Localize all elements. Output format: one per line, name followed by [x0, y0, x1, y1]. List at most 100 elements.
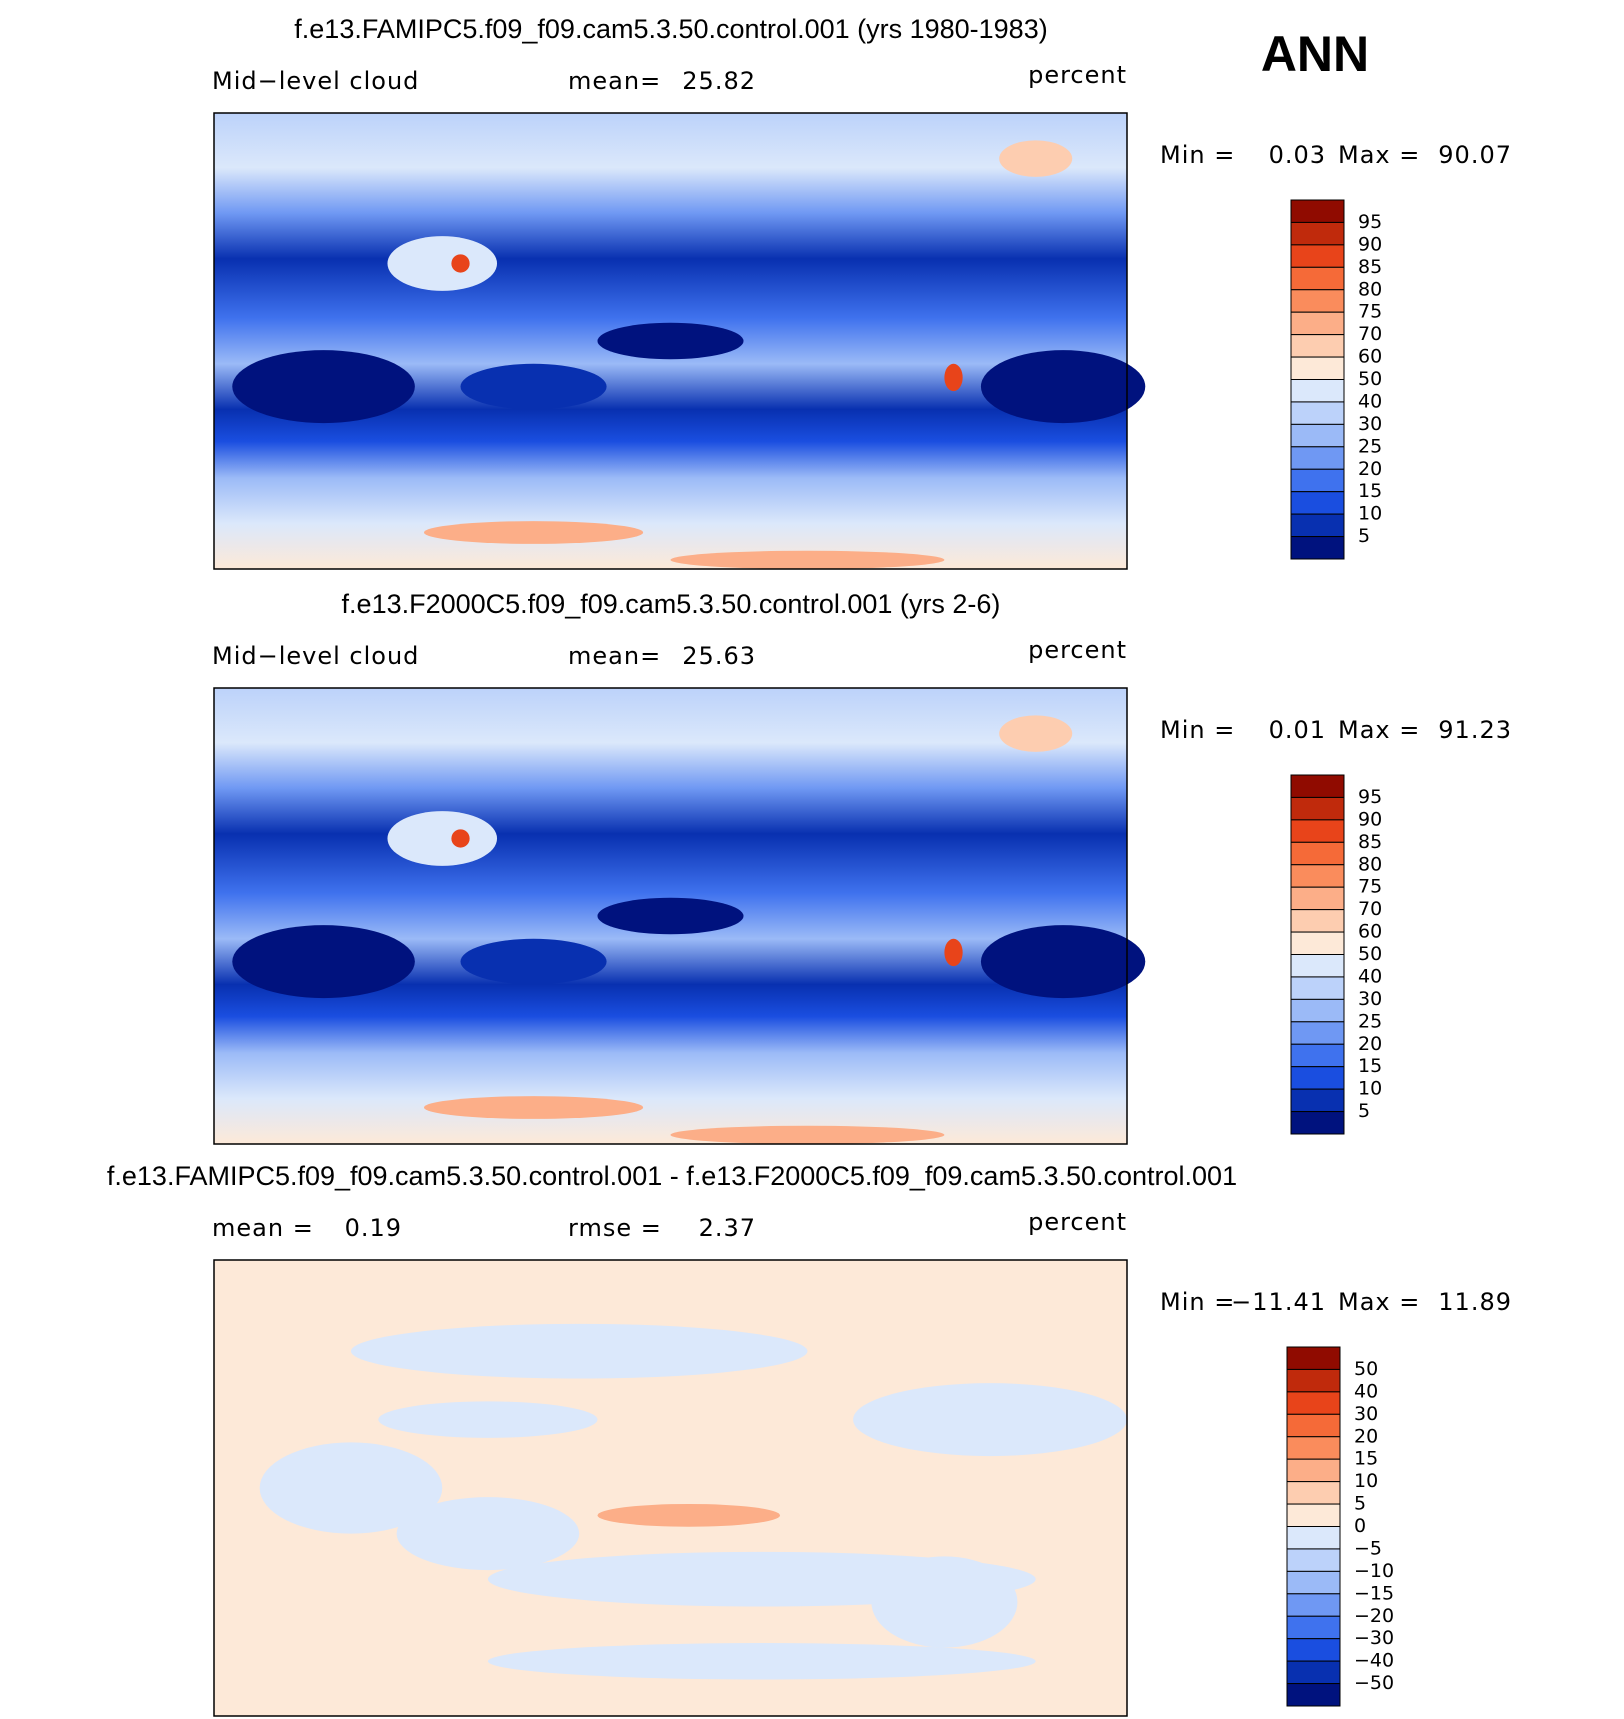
label-value: 25.63 [682, 642, 756, 670]
colorbar-box [1290, 1043, 1345, 1068]
label-value: 0.19 [345, 1214, 402, 1242]
map-region [597, 322, 744, 360]
colorbar-box [1290, 536, 1345, 560]
colorbar-box [1290, 446, 1345, 470]
map-region [999, 715, 1073, 752]
colorbar-label: −15 [1354, 1582, 1394, 1604]
map-region [423, 1096, 644, 1119]
units: percent [1028, 61, 1127, 89]
colorbar-box [1286, 1368, 1341, 1393]
colorbar-box [1290, 931, 1345, 955]
map-region [460, 363, 607, 410]
colorbar-label: 60 [1358, 921, 1382, 943]
map-region [670, 550, 945, 569]
min-value: 0.01 [1269, 716, 1326, 744]
colorbar-box [1290, 199, 1345, 223]
colorbar-label: 75 [1358, 301, 1382, 323]
colorbar-label: 5 [1354, 1493, 1366, 1515]
label-text: mean= [568, 67, 661, 95]
label-value: 2.37 [699, 1214, 756, 1242]
colorbar-label: 0 [1354, 1515, 1366, 1537]
colorbar-label: 5 [1358, 1100, 1370, 1122]
colorbar-box [1290, 289, 1345, 313]
colorbar-label: 90 [1358, 233, 1382, 255]
colorbar-label: 40 [1358, 390, 1382, 412]
colorbar-label: −50 [1354, 1672, 1394, 1694]
units: percent [1028, 1208, 1127, 1236]
colorbar-box [1290, 356, 1345, 380]
colorbar-label: 50 [1358, 943, 1382, 965]
colorbar-box [1290, 221, 1345, 246]
colorbar-box [1290, 513, 1345, 538]
map-region [451, 829, 470, 848]
panel-title: f.e13.F2000C5.f09_f09.cam5.3.50.control.… [342, 589, 1001, 619]
map [214, 113, 1146, 569]
map-region [451, 254, 470, 273]
map-region [597, 1503, 781, 1527]
colorbar-label: −40 [1354, 1650, 1394, 1672]
colorbar-label: 95 [1358, 211, 1382, 233]
figure-label: ANN [1261, 26, 1369, 82]
colorbar-box [1286, 1458, 1341, 1483]
colorbar-label: 30 [1354, 1403, 1378, 1425]
colorbar-label: 80 [1358, 853, 1382, 875]
colorbar-label: 50 [1354, 1358, 1378, 1380]
colorbar-label: 60 [1358, 346, 1382, 368]
map-region [378, 1401, 598, 1438]
colorbar-box [1286, 1548, 1341, 1572]
map-region [350, 1323, 808, 1379]
colorbar-box [1290, 1066, 1345, 1090]
colorbar-label: 75 [1358, 876, 1382, 898]
colorbar-label: 10 [1358, 1078, 1382, 1100]
min-value: 0.03 [1269, 141, 1326, 169]
colorbar-box [1290, 886, 1345, 911]
map-region [871, 1556, 1018, 1648]
map-region [259, 1442, 443, 1534]
colorbar-box [1290, 311, 1345, 336]
colorbar-label: 15 [1358, 480, 1382, 502]
max-label: Max = [1338, 716, 1420, 744]
colorbar-box [1286, 1570, 1341, 1595]
max-value: 91.23 [1438, 716, 1512, 744]
colorbar-box [1290, 998, 1345, 1023]
map-region [944, 938, 963, 967]
colorbar-box [1286, 1683, 1341, 1707]
colorbar-label: −10 [1354, 1560, 1394, 1582]
colorbar-label: 85 [1358, 831, 1382, 853]
colorbar-label: 40 [1354, 1380, 1378, 1402]
label-text: rmse = [568, 1214, 662, 1242]
min-value: −11.41 [1231, 1288, 1326, 1316]
label-text: mean= [568, 642, 661, 670]
colorbar-label: 20 [1358, 1033, 1382, 1055]
colorbar-label: 25 [1358, 435, 1382, 457]
colorbar-label: −30 [1354, 1627, 1394, 1649]
map [214, 688, 1146, 1144]
colorbar-box [1290, 468, 1345, 493]
colorbar-label: 25 [1358, 1010, 1382, 1032]
colorbar-box [1290, 401, 1345, 425]
colorbar-label: 95 [1358, 786, 1382, 808]
colorbar-box [1290, 864, 1345, 888]
panel-title: f.e13.FAMIPC5.f09_f09.cam5.3.50.control.… [107, 1161, 1237, 1191]
colorbar-box [1286, 1413, 1341, 1438]
label-text: mean = [212, 1214, 314, 1242]
colorbar-box [1290, 976, 1345, 1000]
max-label: Max = [1338, 1288, 1420, 1316]
colorbar-box [1286, 1481, 1341, 1505]
colorbar-box [1290, 423, 1345, 448]
colorbar-label: 10 [1354, 1470, 1378, 1492]
map-region [460, 938, 607, 985]
colorbar-box [1290, 1088, 1345, 1113]
colorbar-label: 20 [1358, 458, 1382, 480]
colorbar-box [1290, 266, 1345, 291]
colorbar-box [1286, 1391, 1341, 1415]
colorbar-label: −20 [1354, 1605, 1394, 1627]
colorbar-label: 30 [1358, 988, 1382, 1010]
map-region [423, 521, 644, 544]
map-region [232, 925, 415, 999]
map-region [597, 897, 744, 935]
colorbar-label: 40 [1358, 965, 1382, 987]
map-region [487, 1643, 1036, 1680]
colorbar-label: 50 [1358, 368, 1382, 390]
colorbar-label: −5 [1354, 1537, 1382, 1559]
